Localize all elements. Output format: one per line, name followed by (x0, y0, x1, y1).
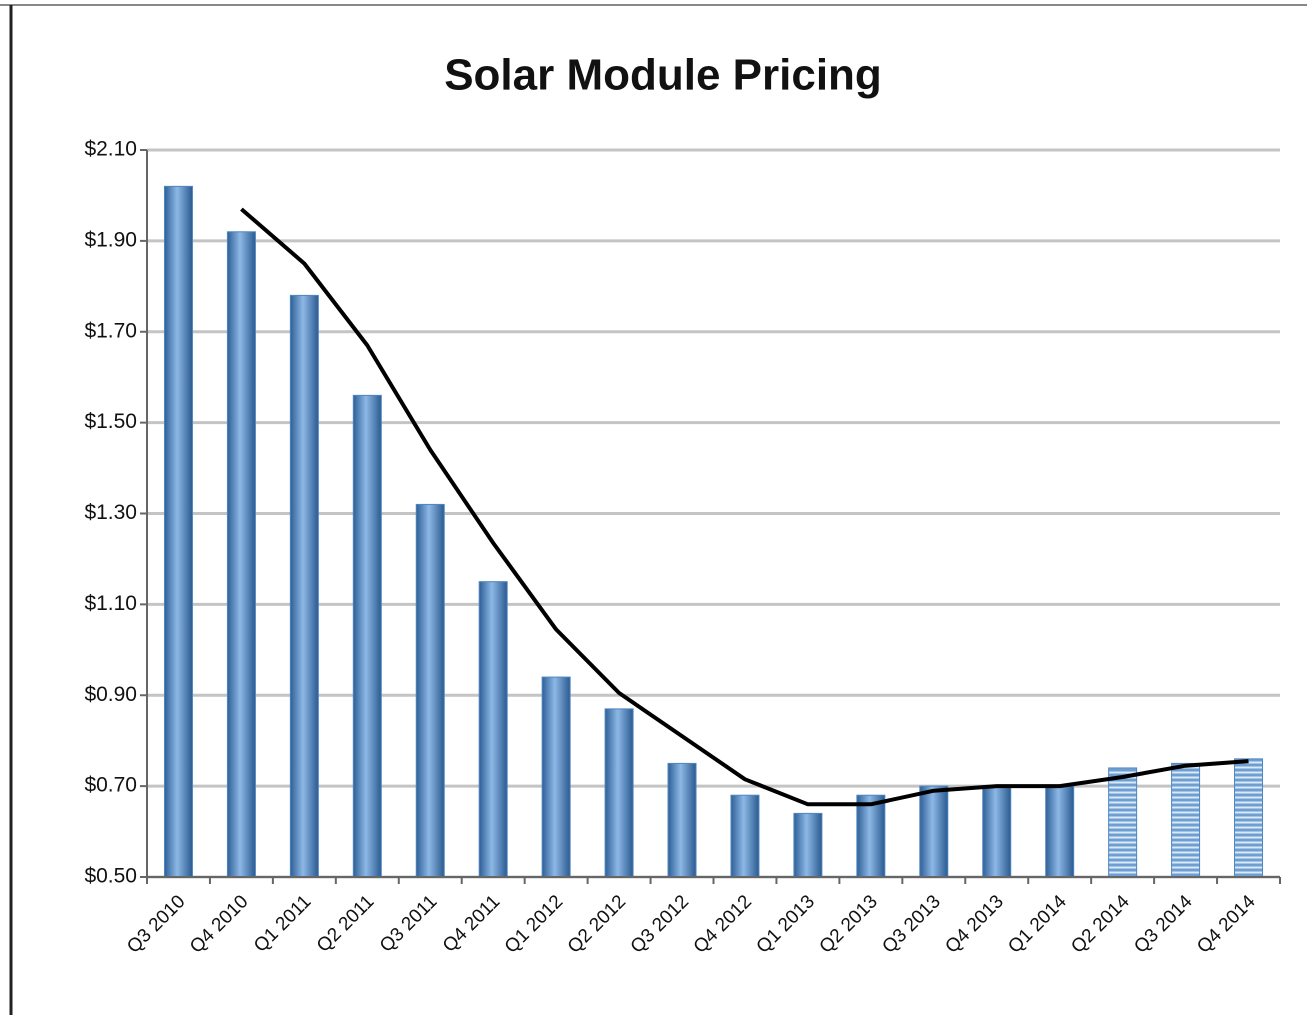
y-tick-label: $1.30 (84, 501, 137, 524)
bar (415, 503, 445, 878)
y-tick-label: $1.10 (84, 592, 137, 615)
bar (541, 676, 571, 878)
bar (1234, 758, 1264, 878)
y-tick-label: $0.50 (84, 865, 137, 888)
bar (289, 294, 319, 878)
chart-title: Solar Module Pricing (444, 51, 882, 100)
bar (982, 785, 1012, 878)
bar (667, 762, 697, 878)
y-tick-label: $0.70 (84, 774, 137, 797)
bar (352, 394, 382, 878)
bar (856, 794, 886, 878)
trend-line (240, 207, 1249, 807)
bar (163, 185, 193, 878)
bar (1045, 785, 1075, 878)
bar (1108, 767, 1138, 878)
bar (478, 581, 508, 878)
y-tick-label: $1.70 (84, 319, 137, 342)
y-tick-label: $1.90 (84, 228, 137, 251)
bar (730, 794, 760, 878)
bar (793, 812, 823, 878)
y-tick-label: $0.90 (84, 683, 137, 706)
y-tick-label: $1.50 (84, 410, 137, 433)
bar (226, 231, 256, 878)
bar (1171, 762, 1201, 878)
bars (163, 185, 1264, 878)
bar (604, 708, 634, 878)
y-tick-label: $2.10 (84, 138, 137, 161)
bar (919, 785, 949, 878)
